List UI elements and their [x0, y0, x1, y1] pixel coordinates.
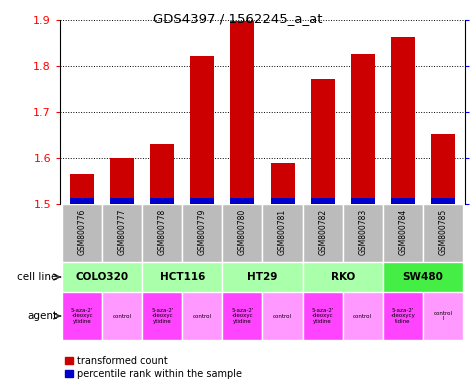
Text: 5-aza-2'
-deoxyc
ytidine: 5-aza-2' -deoxyc ytidine [151, 308, 173, 324]
Bar [303, 204, 342, 262]
Bar [431, 199, 455, 204]
Bar [423, 204, 463, 262]
Bar [222, 262, 303, 292]
Bar [142, 262, 222, 292]
Bar [383, 262, 463, 292]
Bar [70, 199, 94, 204]
Bar [263, 292, 303, 340]
Legend: transformed count, percentile rank within the sample: transformed count, percentile rank withi… [65, 356, 241, 379]
Text: control: control [113, 313, 132, 318]
Text: 5-aza-2'
-deoxyc
ytidine: 5-aza-2' -deoxyc ytidine [71, 308, 93, 324]
Bar [303, 292, 342, 340]
Bar [142, 204, 182, 262]
Bar [110, 199, 134, 204]
Text: RKO: RKO [331, 272, 355, 282]
Bar [391, 199, 415, 204]
Bar [142, 292, 182, 340]
Bar [230, 22, 255, 204]
Text: control: control [353, 313, 372, 318]
Bar [190, 199, 214, 204]
Text: 5-aza-2'
-deoxyc
ytidine: 5-aza-2' -deoxyc ytidine [312, 308, 334, 324]
Bar [391, 38, 415, 204]
Bar [263, 204, 303, 262]
Bar [150, 144, 174, 204]
Text: GSM800782: GSM800782 [318, 209, 327, 255]
Bar [222, 204, 263, 262]
Bar [383, 292, 423, 340]
Text: HCT116: HCT116 [160, 272, 205, 282]
Text: 5-aza-2'
-deoxyc
ytidine: 5-aza-2' -deoxyc ytidine [231, 308, 254, 324]
Bar [62, 204, 102, 262]
Text: GSM800777: GSM800777 [118, 209, 127, 255]
Text: GSM800776: GSM800776 [77, 209, 86, 255]
Bar [351, 199, 375, 204]
Text: GSM800783: GSM800783 [358, 209, 367, 255]
Bar [62, 262, 142, 292]
Bar [182, 204, 222, 262]
Bar [102, 292, 142, 340]
Text: cell line: cell line [17, 272, 57, 282]
Text: control: control [193, 313, 212, 318]
Bar [271, 199, 294, 204]
Text: GSM800778: GSM800778 [158, 209, 167, 255]
Text: HT29: HT29 [247, 272, 278, 282]
Bar [182, 292, 222, 340]
Text: agent: agent [28, 311, 57, 321]
Text: GDS4397 / 1562245_a_at: GDS4397 / 1562245_a_at [153, 12, 322, 25]
Bar [342, 292, 383, 340]
Bar [222, 292, 263, 340]
Text: GSM800785: GSM800785 [438, 209, 447, 255]
Bar [230, 199, 255, 204]
Text: SW480: SW480 [402, 272, 443, 282]
Bar [150, 199, 174, 204]
Bar [303, 262, 383, 292]
Text: GSM800780: GSM800780 [238, 209, 247, 255]
Text: GSM800784: GSM800784 [399, 209, 408, 255]
Bar [110, 157, 134, 204]
Text: control: control [273, 313, 292, 318]
Bar [351, 54, 375, 204]
Bar [342, 204, 383, 262]
Bar [311, 79, 335, 204]
Text: 5-aza-2'
-deoxycy
tidine: 5-aza-2' -deoxycy tidine [390, 308, 415, 324]
Text: GSM800781: GSM800781 [278, 209, 287, 255]
Bar [70, 174, 94, 204]
Bar [102, 204, 142, 262]
Bar [62, 292, 102, 340]
Text: COLO320: COLO320 [76, 272, 129, 282]
Bar [311, 199, 335, 204]
Text: GSM800779: GSM800779 [198, 209, 207, 255]
Bar [431, 134, 455, 204]
Bar [383, 204, 423, 262]
Bar [190, 56, 214, 204]
Text: control
l: control l [434, 311, 453, 321]
Bar [423, 292, 463, 340]
Bar [271, 163, 294, 204]
